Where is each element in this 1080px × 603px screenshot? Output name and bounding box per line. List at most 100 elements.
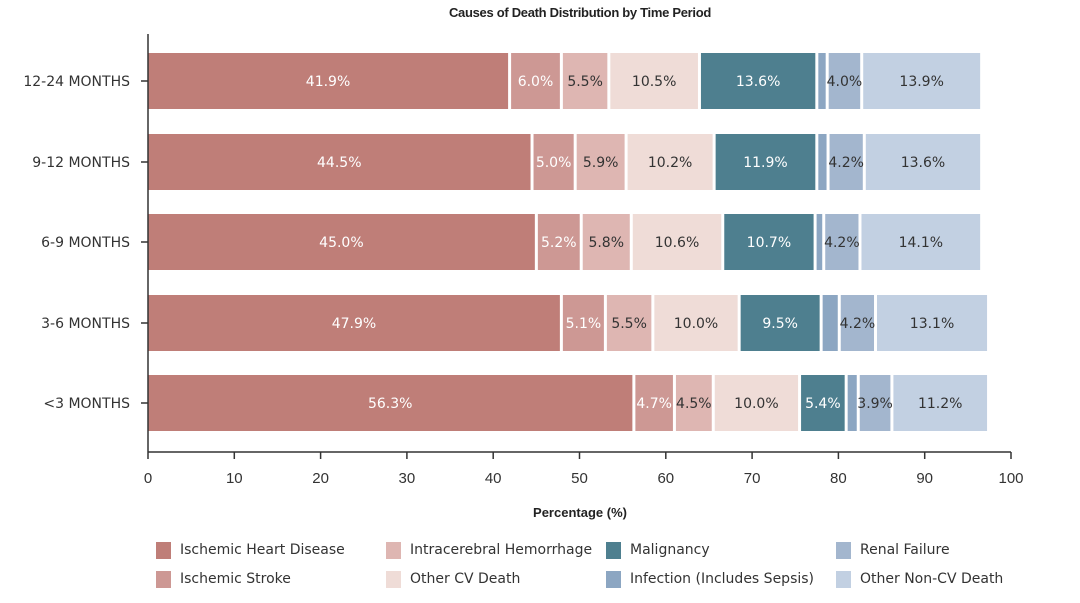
bar-segment (675, 375, 712, 431)
bar-segment (715, 134, 816, 190)
data-label: 41.9% (306, 74, 350, 90)
x-tick-label: 0 (144, 470, 152, 487)
data-label: 4.0% (827, 74, 863, 90)
x-tick-label: 80 (830, 470, 847, 487)
legend-item: Other Non-CV Death (836, 569, 1003, 589)
bar-segment (148, 375, 633, 431)
data-label: 4.2% (828, 155, 864, 171)
x-tick-label: 20 (312, 470, 329, 487)
bar-segment (610, 53, 698, 109)
legend-item: Malignancy (606, 540, 710, 560)
x-tick-label: 10 (226, 470, 243, 487)
legend-label: Infection (Includes Sepsis) (630, 571, 815, 587)
data-label: 5.1% (566, 316, 602, 332)
bar-segment (865, 134, 981, 190)
bar-segment (148, 295, 560, 351)
bar-segment (740, 295, 820, 351)
legend-label: Intracerebral Hemorrhage (410, 542, 593, 558)
bar-segment (562, 53, 608, 109)
legend: Ischemic Heart Disease Intracerebral Hemo… (156, 540, 1036, 596)
bar-segment (533, 134, 574, 190)
bar-segment (822, 295, 838, 351)
legend-swatch (156, 570, 171, 588)
legend-swatch (606, 570, 621, 588)
legend-item: Renal Failure (836, 540, 950, 560)
bar-segment (148, 53, 509, 109)
data-label: 56.3% (368, 396, 412, 412)
data-label: 4.5% (676, 396, 712, 412)
data-label: 10.2% (648, 155, 692, 171)
bar-segment (562, 295, 604, 351)
bar-row: 44.5% 5.0% 5.9% 10.2% 11.9% 4.2% 13.6% (148, 134, 981, 190)
axes-group: 12-24 MONTHS 9-12 MONTHS 6-9 MONTHS 3-6 MON… (23, 34, 1024, 487)
data-label: 9.5% (762, 316, 798, 332)
legend-swatch (606, 541, 621, 559)
x-tick-label: 50 (571, 470, 588, 487)
x-tick-label: 60 (657, 470, 674, 487)
legend-swatch (386, 570, 401, 588)
bar-segment (861, 214, 981, 270)
bar-segment (818, 53, 826, 109)
bar-segment (537, 214, 580, 270)
data-label: 3.9% (857, 396, 893, 412)
data-label: 5.5% (567, 74, 603, 90)
x-tick-label: 40 (485, 470, 502, 487)
data-label: 5.8% (588, 235, 624, 251)
bar-segment (627, 134, 713, 190)
y-tick-label: 3-6 MONTHS (41, 316, 130, 332)
bar-segment (859, 375, 891, 431)
data-label: 13.6% (736, 74, 780, 90)
x-tick-label: 70 (744, 470, 761, 487)
data-label: 13.9% (899, 74, 943, 90)
bars-group: 41.9% 6.0% 5.5% 10.5% 13.6% 4.0% 13.9% 44.5% 5.0… (148, 53, 988, 431)
legend-label: Other CV Death (410, 571, 521, 587)
data-label: 14.1% (899, 235, 943, 251)
bar-segment (576, 134, 625, 190)
bar-segment (724, 214, 814, 270)
bar-row: 41.9% 6.0% 5.5% 10.5% 13.6% 4.0% 13.9% (148, 53, 981, 109)
data-label: 5.0% (536, 155, 572, 171)
bar-row: 47.9% 5.1% 5.5% 10.0% 9.5% 4.2% 13.1% (148, 295, 988, 351)
x-tick-label: 30 (399, 470, 416, 487)
bar-segment (511, 53, 560, 109)
bar-segment (635, 375, 673, 431)
bar-segment (828, 53, 861, 109)
data-label: 11.2% (918, 396, 962, 412)
legend-label: Other Non-CV Death (860, 571, 1004, 587)
data-label: 10.6% (655, 235, 699, 251)
legend-swatch (156, 541, 171, 559)
bar-segment (700, 53, 816, 109)
bar-segment (829, 134, 863, 190)
data-label: 44.5% (317, 155, 361, 171)
legend-swatch (836, 541, 851, 559)
data-label: 4.2% (840, 316, 876, 332)
data-label: 10.0% (674, 316, 718, 332)
data-label: 5.4% (805, 396, 841, 412)
chart-title: Causes of Death Distribution by Time Per… (448, 5, 712, 20)
data-label: 11.9% (743, 155, 787, 171)
data-label: 10.5% (632, 74, 676, 90)
legend-swatch (836, 570, 851, 588)
bar-row: 56.3% 4.7% 4.5% 10.0% 5.4% 3.9% 11.2% (148, 375, 988, 431)
legend-label: Ischemic Heart Disease (180, 542, 345, 558)
legend-label: Ischemic Stroke (180, 571, 291, 587)
bar-segment (840, 295, 875, 351)
chart-plot-area: 41.9% 6.0% 5.5% 10.5% 13.6% 4.0% 13.9% 44.5% 5.0… (23, 34, 1024, 487)
data-label: 47.9% (332, 316, 376, 332)
legend-label: Malignancy (630, 542, 710, 558)
y-tick-label: 9-12 MONTHS (32, 155, 130, 171)
bar-segment (632, 214, 722, 270)
y-tick-label: 12-24 MONTHS (23, 74, 130, 90)
data-label: 5.9% (583, 155, 619, 171)
bar-segment (877, 295, 988, 351)
bar-segment (148, 214, 535, 270)
bar-segment (816, 214, 823, 270)
y-tick-label: 6-9 MONTHS (41, 235, 130, 251)
bar-segment (714, 375, 799, 431)
bar-segment (893, 375, 988, 431)
bar-segment (825, 214, 859, 270)
data-label: 13.6% (901, 155, 945, 171)
x-axis-label: Percentage (%) (533, 505, 627, 520)
data-label: 5.5% (611, 316, 647, 332)
data-label: 4.7% (636, 396, 672, 412)
